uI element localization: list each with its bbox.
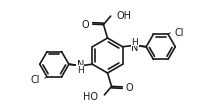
Text: OH: OH [117,11,132,21]
Text: Cl: Cl [31,74,40,84]
Text: Cl: Cl [175,28,184,38]
Text: H: H [77,66,84,75]
Text: N: N [131,43,138,53]
Text: H: H [131,37,138,46]
Text: O: O [82,20,90,30]
Text: N: N [77,59,84,69]
Text: O: O [125,82,133,92]
Text: HO: HO [83,91,98,101]
